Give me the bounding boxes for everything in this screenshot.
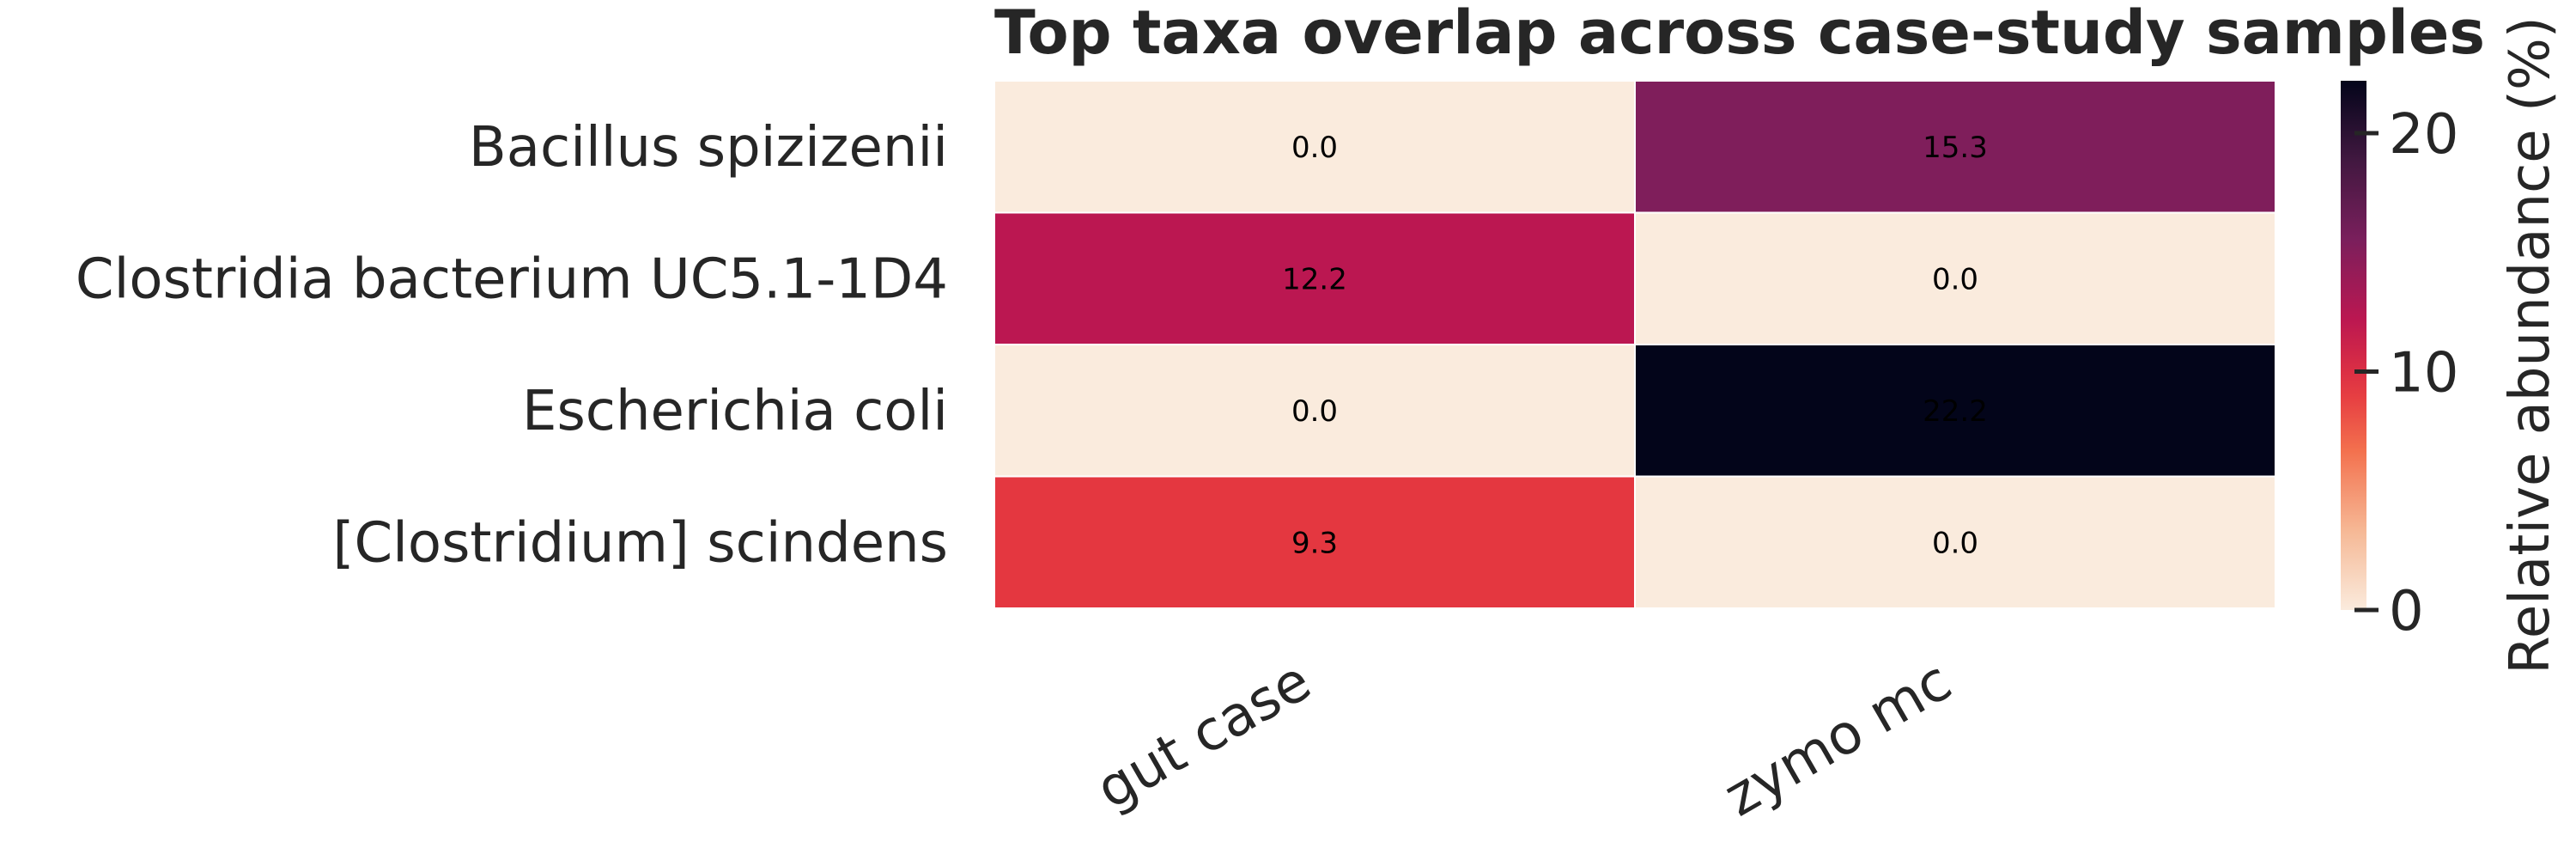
colorbar-tick-label: 20 bbox=[2389, 103, 2458, 167]
colorbar-tick-label: 0 bbox=[2389, 580, 2424, 644]
chart-title: Top taxa overlap across case-study sampl… bbox=[994, 0, 2485, 68]
heatmap-cell bbox=[993, 211, 1636, 345]
heatmap-cell bbox=[1634, 211, 2276, 345]
heatmap-cell bbox=[1634, 344, 2276, 478]
cell-value-label: 0.0 bbox=[1932, 526, 1978, 560]
colorbar-tick-label: 10 bbox=[2389, 342, 2458, 406]
cell-value-label: 22.2 bbox=[1923, 394, 1988, 429]
heatmap-cell bbox=[1634, 475, 2276, 609]
colorbar bbox=[2341, 81, 2366, 610]
column-label: zymo mc bbox=[1714, 650, 1962, 830]
cell-value-label: 0.0 bbox=[1932, 262, 1978, 296]
colorbar-label: Relative abundance (%) bbox=[2499, 16, 2562, 674]
heatmap-cell bbox=[993, 475, 1636, 609]
cell-value-label: 0.0 bbox=[1291, 131, 1338, 165]
heatmap-cell bbox=[993, 80, 1636, 214]
cell-value-label: 9.3 bbox=[1291, 526, 1338, 560]
cell-value-label: 0.0 bbox=[1291, 394, 1338, 429]
heatmap-cell bbox=[993, 344, 1636, 478]
row-label: Bacillus spizizenii bbox=[469, 116, 948, 180]
heatmap-cell bbox=[1634, 80, 2276, 214]
cell-value-label: 12.2 bbox=[1282, 262, 1347, 296]
row-label: [Clostridium] scindens bbox=[332, 511, 948, 575]
row-label: Escherichia coli bbox=[522, 380, 948, 443]
cell-value-label: 15.3 bbox=[1923, 131, 1988, 165]
column-label: gut case bbox=[1086, 650, 1321, 822]
row-label: Clostridia bacterium UC5.1-1D4 bbox=[76, 247, 948, 311]
